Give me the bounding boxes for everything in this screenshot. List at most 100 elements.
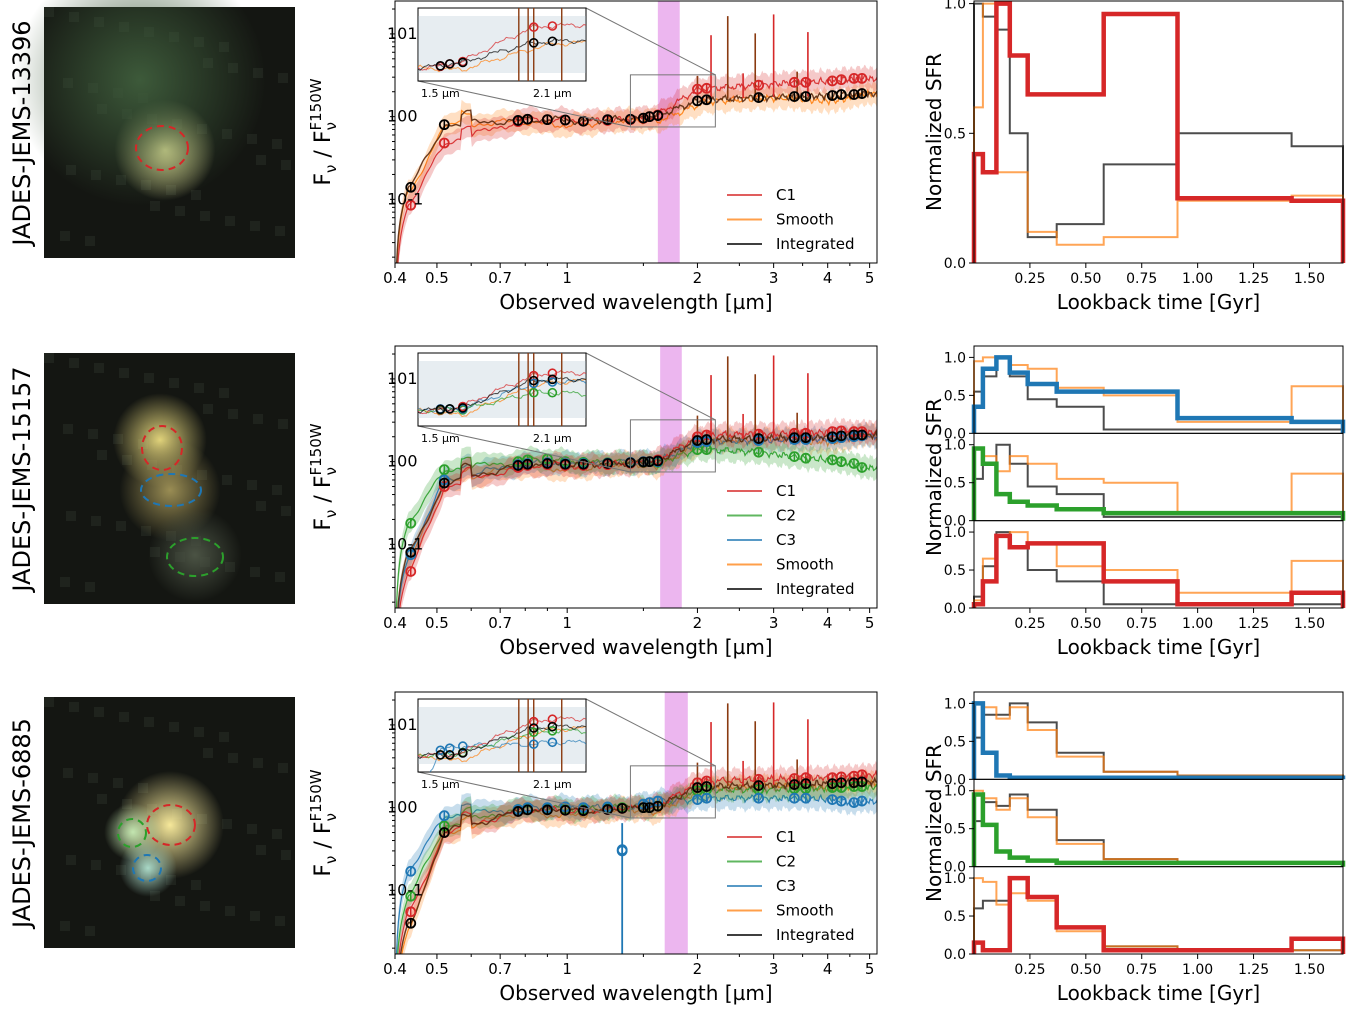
phot-point-c1 bbox=[438, 137, 450, 149]
stamp-pixel bbox=[203, 748, 213, 758]
sed-y-axis-label: Fν / FF150Wν bbox=[307, 78, 340, 185]
sed-legend: C1 C2 C3 Smooth Integrated bbox=[727, 482, 855, 598]
model-band-smooth bbox=[400, 768, 877, 954]
text: 10-1 bbox=[387, 534, 423, 553]
sfh-subpanel: 0.0 0.5 1.0 bbox=[944, 432, 1346, 530]
stamp-pixel bbox=[203, 404, 213, 414]
phot-point-c2 bbox=[835, 456, 847, 468]
stamp-pixel bbox=[150, 891, 160, 901]
stamp-pixel bbox=[200, 211, 210, 221]
x-tick-label: 0.5 bbox=[425, 960, 449, 978]
sed-plot-area bbox=[395, 692, 877, 954]
stamp-pixel bbox=[88, 429, 98, 439]
sfh-x-axis-label: Lookback time [Gyr] bbox=[1057, 981, 1260, 1005]
x-tick-label: 3 bbox=[769, 960, 779, 978]
stamp-pixel bbox=[113, 778, 123, 788]
model-line-c3 bbox=[395, 792, 877, 954]
text: 100 bbox=[387, 107, 418, 126]
sfh-axes-frame bbox=[973, 866, 1344, 955]
inset-point bbox=[528, 387, 539, 398]
sfh-x-axis-label: Lookback time [Gyr] bbox=[1057, 635, 1260, 659]
phot-point-integrated bbox=[602, 114, 614, 126]
stamp-pixel bbox=[278, 73, 288, 83]
x-tick-label: 0.4 bbox=[383, 614, 407, 632]
region-ellipse-c1 bbox=[141, 425, 183, 471]
inset-line-smooth bbox=[418, 378, 586, 418]
sfh-step-c2 bbox=[971, 792, 1346, 867]
zoom-connector bbox=[585, 7, 716, 76]
stamp-pixel bbox=[247, 480, 257, 490]
sed-panel-1: 1.5 µm 2.1 µm 0.4 0.5 0.7 1 2 3 4 5 10-1 100 101 Obse… bbox=[307, 0, 878, 314]
sfh-step-c1 bbox=[971, 1, 1346, 263]
phot-point-c1 bbox=[405, 199, 417, 211]
legend-label-smooth: Smooth bbox=[776, 211, 834, 229]
stamp-pixel bbox=[278, 419, 288, 429]
stamp-pixel bbox=[275, 916, 285, 926]
zoom-connector bbox=[417, 771, 631, 819]
phot-point-c1 bbox=[835, 74, 847, 86]
sfh-panel-3: 0.00.51.00.00.51.00.00.51.00.25 0.50 0.75 1… bbox=[922, 691, 1346, 1005]
sfh-y-axis-label: Normalized SFR bbox=[922, 53, 946, 211]
stamp-pixel bbox=[175, 206, 185, 216]
inset-point bbox=[457, 403, 468, 413]
phot-point-integrated bbox=[637, 802, 649, 814]
text: 101 bbox=[387, 24, 418, 43]
stamp-pixel bbox=[272, 829, 282, 839]
phot-point-integrated bbox=[541, 804, 553, 816]
phot-point-integrated bbox=[788, 432, 800, 444]
zoom-connector bbox=[417, 80, 631, 128]
inset-point bbox=[547, 377, 558, 387]
y-tick-label: 0.5 bbox=[944, 126, 966, 142]
sfh-subpanel: 0.0 0.5 1.0 bbox=[944, 866, 1346, 963]
x-tick-label: 0.5 bbox=[425, 614, 449, 632]
phot-point-integrated bbox=[652, 800, 664, 812]
stamp-pixel bbox=[97, 450, 107, 460]
x-tick-label: 1 bbox=[562, 960, 572, 978]
zoom-connector bbox=[417, 425, 631, 473]
model-line-c2 bbox=[397, 782, 877, 954]
legend-label-c1: C1 bbox=[776, 482, 796, 500]
sfh-subpanel: 0.0 0.5 1.0 bbox=[944, 691, 1346, 788]
sfh-axes-frame bbox=[973, 778, 1344, 868]
phot-point-c1 bbox=[848, 72, 860, 84]
sed-y-axis-label: Fν / FF150Wν bbox=[307, 769, 340, 876]
phot-point-integrated bbox=[438, 477, 450, 489]
zoom-box bbox=[629, 765, 716, 819]
x-tick-label: 0.25 bbox=[1014, 616, 1045, 632]
inset-point bbox=[547, 21, 558, 31]
region-ellipse-c3 bbox=[132, 854, 162, 882]
stamp-pixel bbox=[44, 697, 54, 707]
phot-point-integrated bbox=[753, 780, 765, 791]
sfh-subpanel: 0.0 0.5 1.0 bbox=[944, 520, 1346, 617]
inset-tick-label: 2.1 µm bbox=[533, 432, 572, 445]
phot-point-integrated bbox=[848, 777, 860, 789]
sfh-panel-1: 0.0 0.5 1.0 0.25 0.50 0.75 1.00 1.25 1.50 Lookbac… bbox=[922, 0, 1346, 314]
inset-frame bbox=[417, 7, 587, 82]
x-tick-label: 0.75 bbox=[1126, 271, 1157, 287]
y-tick-label: 0.5 bbox=[944, 909, 966, 925]
phot-point-c2 bbox=[788, 451, 800, 463]
stamp-pixel bbox=[191, 190, 201, 200]
y-tick-label: 1.0 bbox=[944, 525, 966, 541]
inset-point bbox=[528, 727, 539, 738]
phot-point-integrated bbox=[701, 781, 713, 792]
region-ellipse-c2 bbox=[117, 818, 147, 848]
y-tick-label: 1.0 bbox=[944, 784, 966, 800]
x-tick-label: 1.50 bbox=[1294, 271, 1325, 287]
phot-point-c1 bbox=[701, 82, 713, 94]
phot-point-integrated bbox=[800, 778, 812, 790]
legend-label-integrated: Integrated bbox=[776, 235, 855, 253]
inset-tick-label: 2.1 µm bbox=[533, 87, 572, 100]
galaxy-glow bbox=[148, 508, 242, 602]
region-ellipse-c1 bbox=[135, 125, 189, 171]
model-band-c2 bbox=[395, 435, 877, 608]
stamp-image-2: JADES-JEMS-15157 bbox=[8, 353, 295, 604]
stamp-pixel bbox=[60, 577, 70, 587]
inset-tick-label: 1.5 µm bbox=[421, 778, 460, 791]
stamp-pixel bbox=[200, 901, 210, 911]
phot-point-c3 bbox=[616, 844, 628, 856]
stamp-pixel bbox=[281, 850, 291, 860]
phot-point-integrated bbox=[652, 110, 664, 121]
phot-point-integrated bbox=[405, 546, 417, 558]
phot-point-integrated bbox=[541, 458, 553, 469]
